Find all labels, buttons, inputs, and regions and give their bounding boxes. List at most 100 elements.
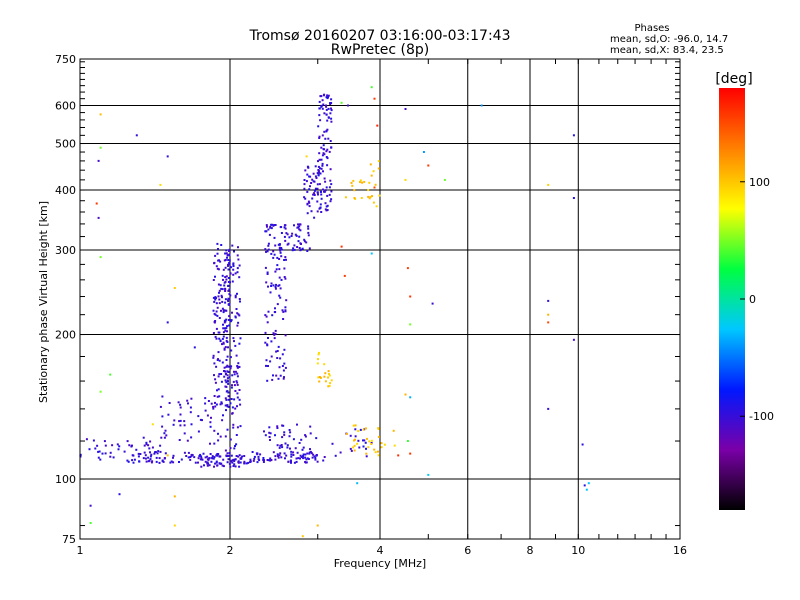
- echo-point: [95, 202, 98, 205]
- echo-point: [369, 196, 372, 199]
- echo-point: [316, 187, 319, 190]
- echo-point: [307, 227, 310, 230]
- echo-point: [225, 359, 228, 361]
- echo-point: [225, 381, 228, 384]
- echo-point: [272, 256, 275, 259]
- echo-point: [290, 450, 293, 453]
- echo-point: [237, 258, 240, 261]
- echo-point: [234, 370, 237, 373]
- echo-point: [220, 294, 223, 297]
- echo-point: [226, 256, 228, 259]
- x-tick-label: 2: [227, 544, 234, 557]
- echo-point: [283, 224, 286, 227]
- echo-point: [274, 332, 277, 335]
- echo-point: [249, 458, 252, 461]
- echo-point: [277, 455, 279, 458]
- echo-point: [321, 99, 324, 102]
- echo-point: [223, 348, 226, 351]
- echo-point: [145, 441, 148, 444]
- echo-point: [210, 416, 212, 419]
- echo-point: [222, 414, 224, 417]
- echo-point: [183, 451, 186, 454]
- echo-point: [235, 434, 238, 436]
- echo-point: [281, 446, 284, 449]
- echo-point: [234, 296, 237, 299]
- echo-point: [213, 465, 215, 468]
- echo-point: [230, 320, 232, 323]
- echo-point: [233, 370, 235, 373]
- echo-point: [165, 434, 168, 437]
- echo-point: [135, 134, 138, 137]
- x-tick-label: 8: [527, 544, 534, 557]
- echo-point: [213, 362, 216, 365]
- echo-point: [288, 236, 291, 239]
- echo-point: [227, 281, 230, 283]
- echo-point: [313, 216, 316, 219]
- echo-point: [367, 195, 370, 198]
- echo-point: [226, 405, 229, 408]
- echo-point: [392, 429, 395, 432]
- echo-point: [349, 434, 352, 437]
- echo-point: [328, 186, 331, 189]
- echo-point: [226, 452, 229, 455]
- echo-point: [316, 200, 319, 203]
- echo-point: [279, 444, 282, 447]
- echo-point: [183, 424, 186, 427]
- echo-point: [296, 451, 299, 454]
- echo-point: [161, 415, 164, 418]
- echo-point: [233, 460, 236, 463]
- echo-point: [285, 258, 287, 261]
- echo-point: [295, 460, 298, 463]
- echo-point: [159, 450, 162, 453]
- echo-point: [330, 120, 333, 123]
- echo-point: [326, 148, 329, 151]
- echo-point: [267, 244, 270, 247]
- echo-point: [189, 411, 192, 414]
- echo-point: [317, 353, 320, 356]
- echo-point: [256, 461, 259, 464]
- echo-point: [307, 231, 310, 234]
- echo-point: [219, 455, 222, 458]
- echo-point: [245, 462, 248, 465]
- echo-point: [145, 460, 148, 463]
- echo-point: [228, 263, 231, 266]
- x-axis-label: Frequency [MHz]: [334, 557, 426, 570]
- echo-point: [161, 425, 164, 428]
- echo-point: [312, 453, 315, 456]
- y-tick-label: 300: [55, 244, 76, 257]
- echo-point: [227, 300, 230, 303]
- echo-point: [327, 376, 329, 379]
- echo-point: [267, 242, 270, 245]
- echo-point: [279, 452, 282, 455]
- echo-point: [293, 224, 295, 227]
- echo-point: [329, 112, 332, 115]
- echo-point: [317, 160, 319, 163]
- echo-point: [231, 406, 234, 409]
- echo-point: [339, 451, 342, 454]
- echo-point: [234, 294, 237, 297]
- echo-point: [329, 179, 332, 182]
- echo-point: [213, 321, 216, 324]
- echo-point: [208, 457, 211, 460]
- echo-point: [203, 464, 205, 467]
- echo-point: [173, 495, 176, 498]
- echo-point: [224, 258, 227, 261]
- echo-point: [224, 290, 227, 292]
- echo-point: [296, 226, 299, 229]
- echo-point: [212, 279, 215, 281]
- echo-point: [325, 108, 328, 111]
- echo-point: [225, 339, 228, 342]
- echo-point: [270, 459, 273, 461]
- echo-point: [328, 384, 331, 387]
- echo-point: [340, 101, 343, 104]
- echo-point: [324, 189, 327, 192]
- y-tick-label: 400: [55, 184, 76, 197]
- echo-point: [224, 379, 227, 382]
- echo-point: [239, 403, 242, 406]
- echo-point: [216, 267, 219, 270]
- echo-point: [334, 454, 337, 457]
- echo-point: [212, 309, 215, 312]
- echo-point: [406, 440, 409, 442]
- y-tick-label: 600: [55, 100, 76, 113]
- echo-point: [306, 212, 309, 215]
